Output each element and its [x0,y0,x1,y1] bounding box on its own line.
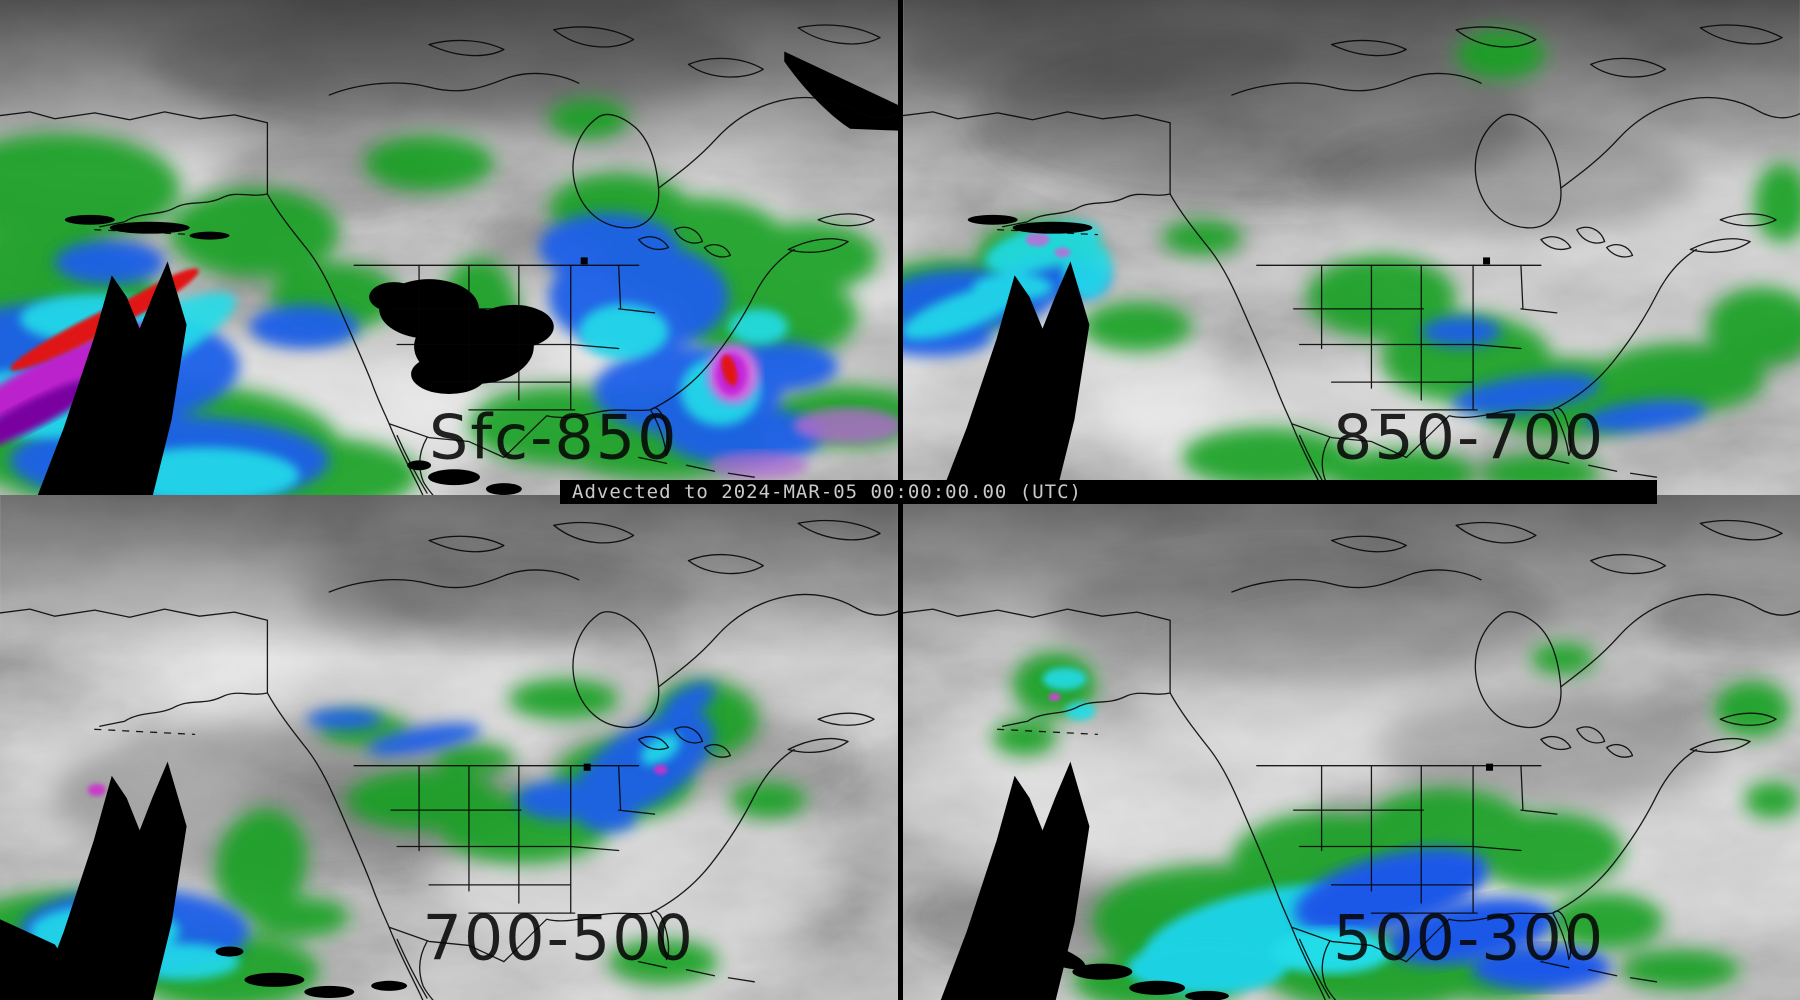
panel-500-300: 500-300 [903,495,1800,1000]
panel-sfc-850: Sfc-850 [0,0,898,495]
layer-label-sfc-850: Sfc-850 [429,402,678,474]
panel-850-700: 850-700 [903,0,1800,495]
wv-imagery-sfc-850: Sfc-850 [0,0,898,495]
wv-imagery-700-500: 700-500 [0,495,898,1000]
layer-label-700-500: 700-500 [423,901,695,974]
greenland-terrain-mask [784,51,898,131]
missing-data-regions [938,761,1229,1000]
wv-imagery-500-300: 500-300 [903,495,1800,1000]
location-marker [1486,763,1494,771]
timestamp-text: Advected to 2024-MAR-05 00:00:00.00 (UTC… [572,481,1082,503]
missing-data-regions [938,214,1093,495]
location-marker [1483,257,1491,265]
wv-imagery-850-700: 850-700 [903,0,1800,495]
panel-700-500: 700-500 [0,495,898,1000]
layer-label-850-700: 850-700 [1333,402,1605,474]
location-marker [580,257,588,265]
timestamp-banner: Advected to 2024-MAR-05 00:00:00.00 (UTC… [560,480,1657,504]
layer-label-500-300: 500-300 [1333,901,1605,974]
missing-data-regions [0,761,408,1000]
location-marker [583,763,591,771]
missing-data-regions [35,51,898,495]
